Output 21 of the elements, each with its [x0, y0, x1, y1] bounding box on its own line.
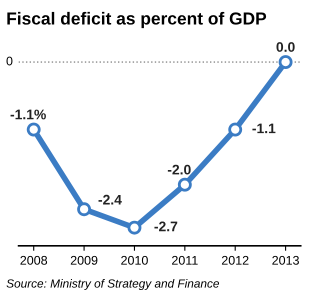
point: [178, 178, 192, 192]
data-label: 0.0: [276, 42, 295, 52]
chart-title: Fiscal deficit as percent of GDP: [7, 12, 266, 28]
x-tick-label: 2008: [20, 256, 48, 265]
x-tick-label: 2013: [272, 256, 299, 265]
point: [278, 55, 293, 70]
point: [228, 122, 242, 136]
point: [26, 122, 41, 136]
source-note: Source: Ministry of Strategy and Finance: [6, 279, 220, 290]
x-tick-label: 2009: [70, 256, 98, 265]
data-label: -2.7: [154, 222, 178, 232]
x-tick-label: 2010: [121, 256, 148, 265]
point: [128, 220, 142, 235]
x-tick-label: 2011: [172, 256, 198, 265]
data-label: -2.0: [168, 164, 191, 175]
x-tick-label: 2012: [222, 256, 248, 265]
ref-line-label: 0: [6, 56, 12, 66]
data-label: -1.1: [252, 124, 276, 134]
point: [77, 202, 92, 216]
data-label: -1.1%: [10, 110, 46, 120]
data-label: -2.4: [98, 194, 122, 204]
